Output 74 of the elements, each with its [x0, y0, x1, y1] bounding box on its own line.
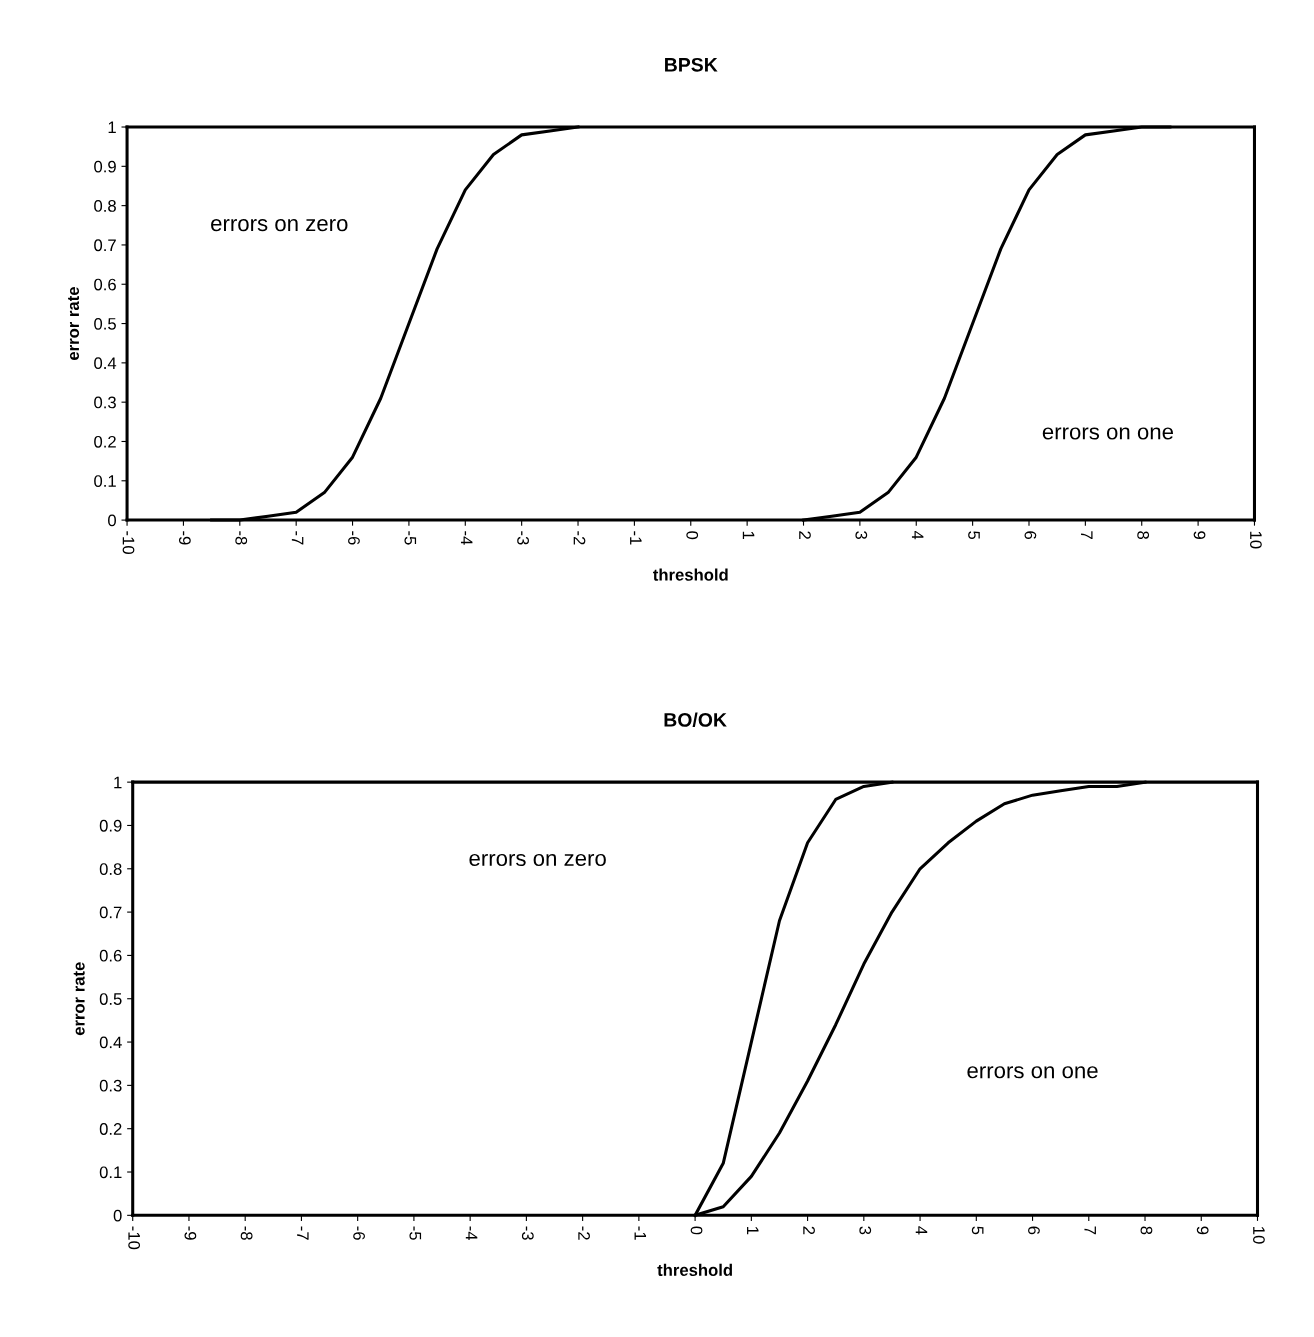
x-tick-label: -3: [517, 531, 529, 545]
x-tick-label: -9: [184, 1226, 197, 1240]
x-tick-label: 9: [1193, 531, 1206, 539]
x-tick-label: 8: [1137, 531, 1150, 540]
x-tick-label: -8: [235, 531, 248, 545]
y-tick-label: 0.5: [94, 317, 116, 330]
x-tick-label: -6: [353, 1226, 365, 1240]
x-tick-label: 0: [686, 531, 699, 540]
y-tick-label: 0.8: [99, 863, 122, 875]
x-tick-label: -10: [122, 531, 135, 554]
annotation: errors on zero: [469, 853, 606, 867]
x-tick-label: 7: [1081, 531, 1093, 539]
x-tick-label: 9: [1196, 1226, 1209, 1235]
x-tick-label: -7: [297, 1226, 309, 1240]
y-tick-label: 1: [114, 776, 122, 789]
chart-title: BPSK: [665, 57, 718, 72]
x-tick-label: 3: [859, 1226, 872, 1235]
x-tick-label: 2: [803, 1226, 815, 1235]
x-tick-label: 10: [1250, 531, 1262, 549]
y-tick-label: 1: [108, 121, 116, 134]
y-tick-label: 0.4: [99, 1036, 122, 1049]
x-tick-label: -10: [128, 1226, 141, 1250]
y-axis-title: error rate: [68, 287, 80, 360]
x-tick-label: 0: [690, 1226, 703, 1235]
x-tick-label: -4: [460, 531, 473, 545]
annotation: errors on zero: [211, 219, 348, 232]
x-tick-label: -6: [348, 531, 360, 545]
x-axis-title: threshold: [657, 1263, 732, 1276]
y-tick-label: 0.3: [94, 396, 116, 409]
y-tick-label: 0.6: [94, 278, 116, 291]
y-tick-label: 0.8: [94, 200, 116, 212]
y-tick-label: 0.2: [99, 1123, 122, 1135]
y-tick-label: 0: [113, 1209, 122, 1222]
x-tick-label: -4: [465, 1226, 478, 1241]
y-tick-label: 0.2: [94, 435, 116, 448]
x-tick-label: 3: [855, 531, 868, 540]
x-tick-label: 6: [1024, 531, 1037, 540]
y-tick-label: 0.7: [94, 239, 116, 252]
y-tick-label: 0: [108, 514, 116, 527]
x-tick-label: -8: [240, 1226, 253, 1240]
x-tick-label: 5: [971, 1226, 984, 1235]
x-tick-label: -1: [630, 531, 642, 545]
x-tick-label: 10: [1253, 1227, 1265, 1244]
y-tick-label: 0.9: [99, 819, 122, 832]
annotation: errors on one: [1042, 427, 1174, 440]
x-tick-label: 4: [911, 530, 924, 540]
annotation: errors on one: [967, 1066, 1098, 1079]
x-tick-label: -2: [573, 531, 586, 545]
y-tick-label: 0.1: [99, 1166, 122, 1179]
x-tick-label: -5: [409, 1226, 422, 1240]
x-tick-label: 6: [1028, 1226, 1040, 1235]
y-tick-label: 0.9: [94, 160, 116, 173]
y-tick-label: 0.4: [94, 357, 117, 370]
x-tick-label: 4: [915, 1226, 928, 1235]
x-tick-label: -5: [404, 531, 417, 545]
x-tick-label: 7: [1084, 1226, 1096, 1235]
x-tick-label: 8: [1140, 1226, 1153, 1235]
x-tick-label: -2: [578, 1226, 590, 1240]
y-tick-label: 0.6: [99, 949, 122, 962]
x-tick-label: 1: [742, 531, 755, 539]
y-tick-label: 0.7: [99, 906, 122, 919]
y-tick-label: 0.1: [94, 475, 116, 487]
x-tick-label: -9: [178, 531, 191, 545]
x-tick-label: 5: [968, 531, 980, 540]
x-tick-label: 2: [799, 531, 811, 539]
chart-title: BO/OK: [664, 712, 727, 727]
x-tick-label: 1: [747, 1227, 759, 1235]
x-tick-label: -7: [291, 531, 304, 545]
x-tick-label: -1: [634, 1226, 647, 1240]
y-tick-label: 0.3: [99, 1079, 122, 1092]
x-tick-label: -3: [521, 1226, 534, 1240]
y-axis-title: error rate: [73, 962, 85, 1036]
y-tick-label: 0.5: [99, 993, 122, 1005]
x-axis-title: threshold: [653, 568, 728, 581]
